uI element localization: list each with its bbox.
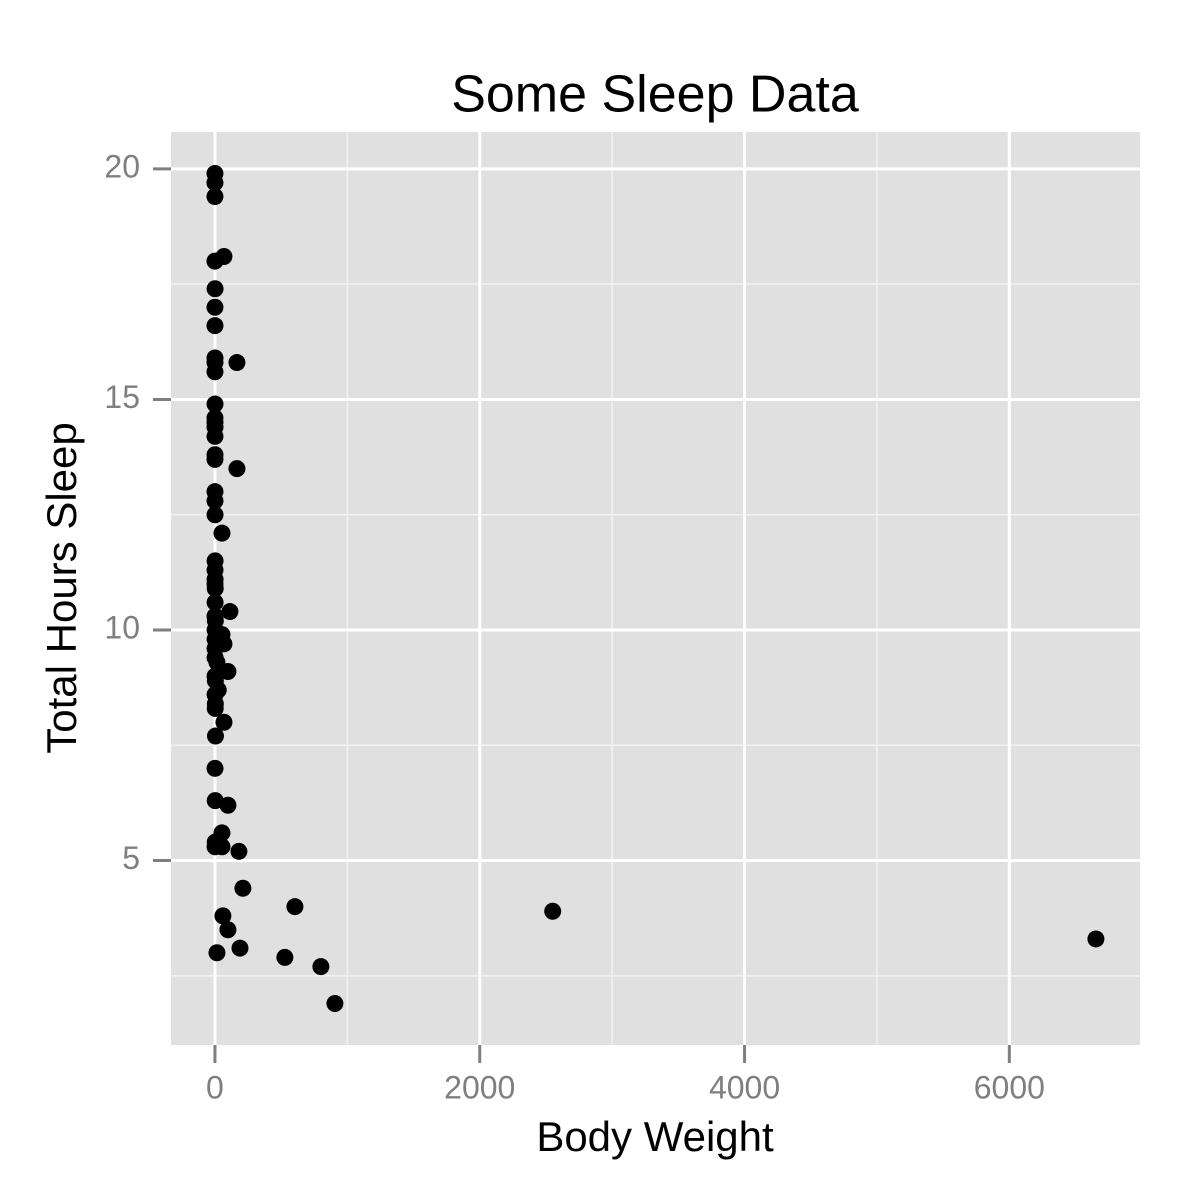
point [206,188,224,206]
y-tick-label: 20 [104,148,140,184]
point [208,944,226,962]
point [230,842,248,860]
y-tick-label: 15 [104,379,140,415]
point [206,252,224,270]
point [206,699,224,717]
chart-title: Some Sleep Data [451,66,859,124]
point [206,427,224,445]
panel [171,132,1140,1045]
point [214,907,232,925]
y-tick-label: 5 [122,840,140,876]
x-tick-label: 0 [206,1069,224,1105]
point [219,921,237,939]
x-axis-title: Body Weight [536,1113,774,1160]
point [206,395,224,413]
point [221,603,239,621]
point [219,796,237,814]
point [206,317,224,335]
point [206,580,224,597]
point [206,280,224,298]
point [326,995,344,1012]
point [206,506,224,524]
point [228,354,246,372]
point [544,902,562,920]
point [206,450,224,468]
point [1087,930,1105,948]
point [228,460,246,478]
point [206,593,224,611]
point [206,492,224,510]
point [206,174,224,192]
x-tick-label: 2000 [444,1069,515,1105]
point [286,898,304,916]
point [231,939,249,957]
x-tick-label: 4000 [709,1069,780,1105]
point [206,363,224,381]
point [206,759,224,777]
y-axis-title: Total Hours Sleep [38,422,85,754]
point [215,713,233,731]
point [219,663,237,680]
point [312,958,330,976]
x-tick-label: 6000 [974,1069,1045,1105]
point [213,838,231,856]
y-tick-label: 10 [104,609,140,645]
point [234,879,252,897]
point [213,524,231,542]
point [206,727,224,745]
point [276,948,294,966]
point [206,298,224,316]
